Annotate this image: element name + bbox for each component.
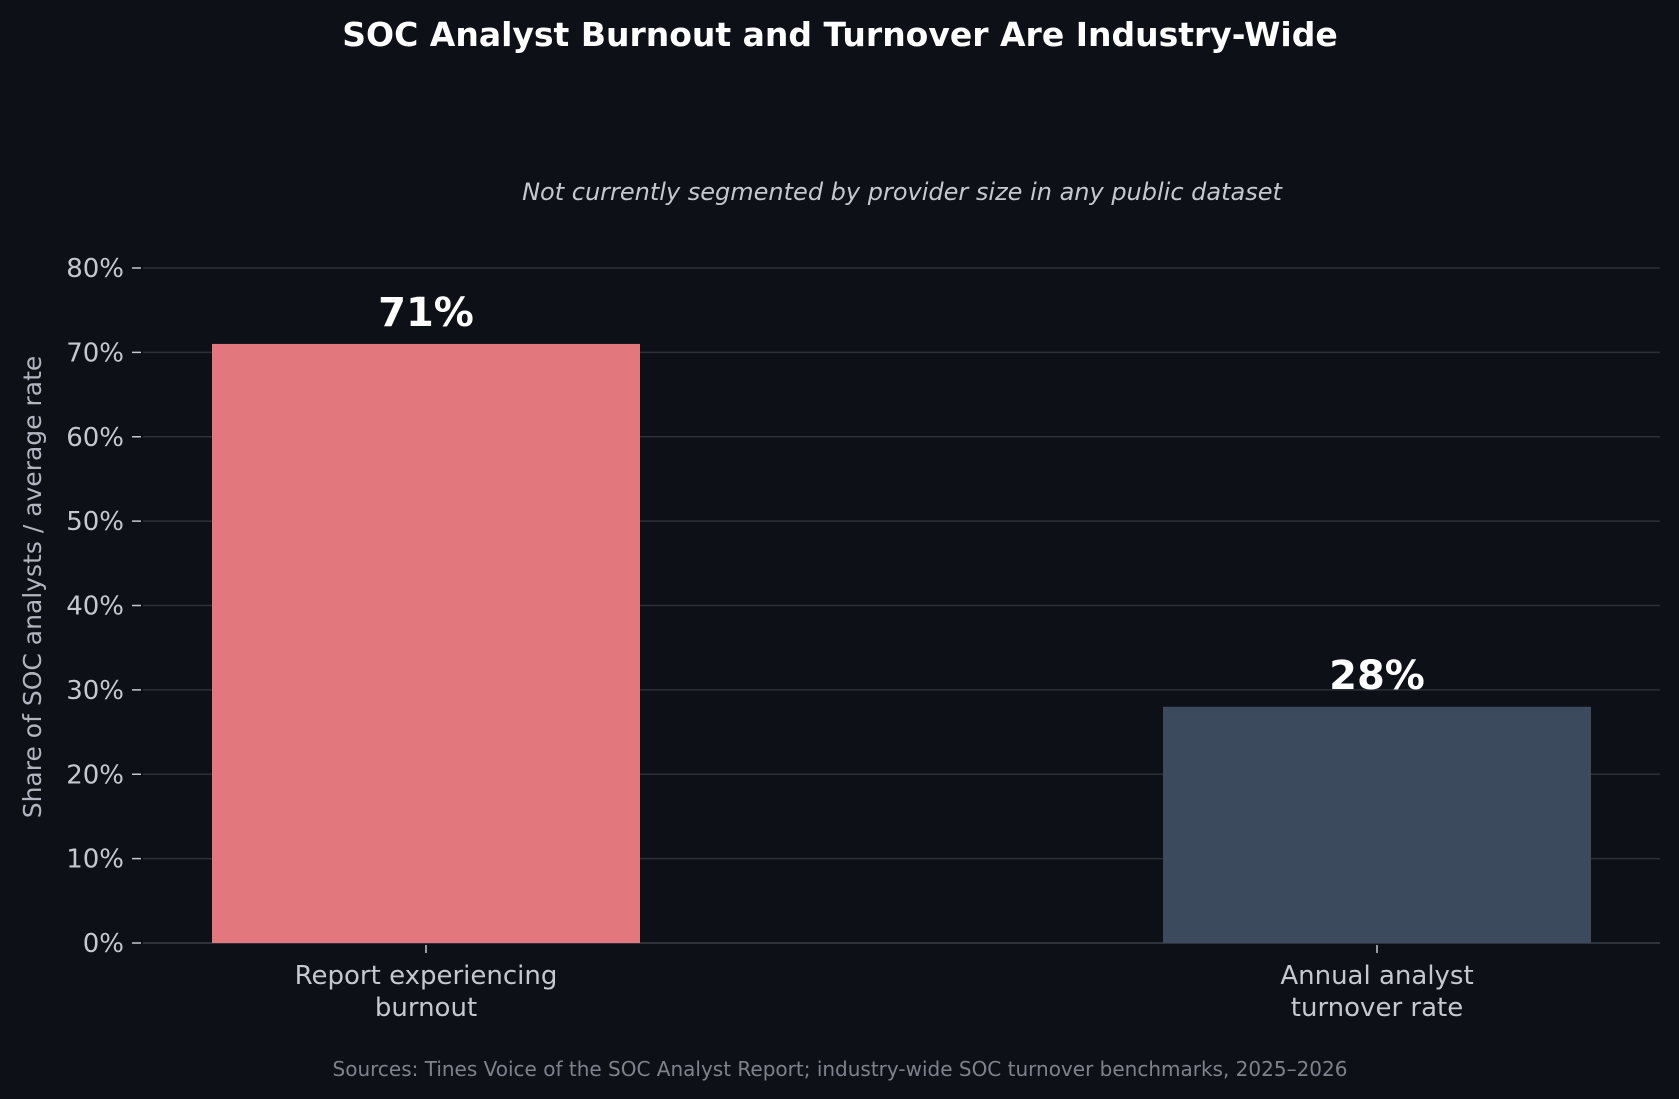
y-tick-label: 70% [66,338,124,368]
x-axis: Report experiencing burnout Annual analyst… [295,945,1474,1023]
chart-title: SOC Analyst Burnout and Turnover Are Ind… [342,15,1337,54]
y-tick-label: 80% [66,254,124,284]
bars: 71% 28% [212,290,1591,943]
bar [212,343,640,943]
bar [1163,706,1591,943]
y-tick-label: 30% [66,676,124,706]
y-tick-label: 40% [66,592,124,622]
y-axis: 0% 10% 20% 30% 40% 50% 60% 70% 80% [66,254,141,959]
bar-value-label: 28% [1329,653,1425,699]
y-tick-label: 50% [66,507,124,537]
y-tick-label: 0% [83,929,124,959]
bar-value-label: 71% [378,290,474,336]
x-tick-label: Report experiencing burnout [295,961,558,1023]
x-tick-label: Annual analyst turnover rate [1280,961,1473,1023]
y-tick-label: 60% [66,423,124,453]
source-note: Sources: Tines Voice of the SOC Analyst … [333,1057,1348,1081]
y-tick-label: 10% [66,845,124,875]
chart-subtitle: Not currently segmented by provider size… [522,178,1283,206]
y-axis-label: Share of SOC analysts / average rate [18,356,47,819]
y-tick-label: 20% [66,760,124,790]
